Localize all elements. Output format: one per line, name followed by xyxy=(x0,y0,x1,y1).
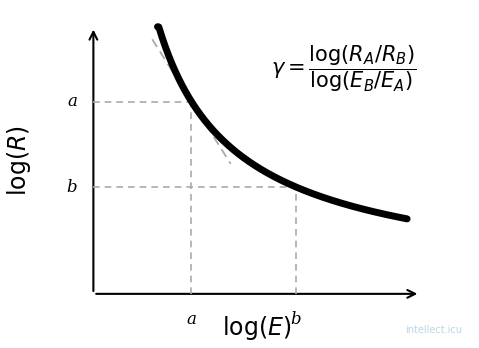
Text: intellect.icu: intellect.icu xyxy=(405,325,462,335)
Text: $\log\!\left(E\right)$: $\log\!\left(E\right)$ xyxy=(222,314,291,342)
Text: $\gamma = \dfrac{\log\!\left(R_A/R_B\right)}{\log\!\left(E_B/E_A\right)}$: $\gamma = \dfrac{\log\!\left(R_A/R_B\rig… xyxy=(271,44,416,94)
Text: a: a xyxy=(186,311,196,328)
Text: b: b xyxy=(291,311,301,328)
Text: a: a xyxy=(67,93,77,110)
Text: $\log\!\left(R\right)$: $\log\!\left(R\right)$ xyxy=(5,125,33,196)
Text: b: b xyxy=(67,179,77,196)
